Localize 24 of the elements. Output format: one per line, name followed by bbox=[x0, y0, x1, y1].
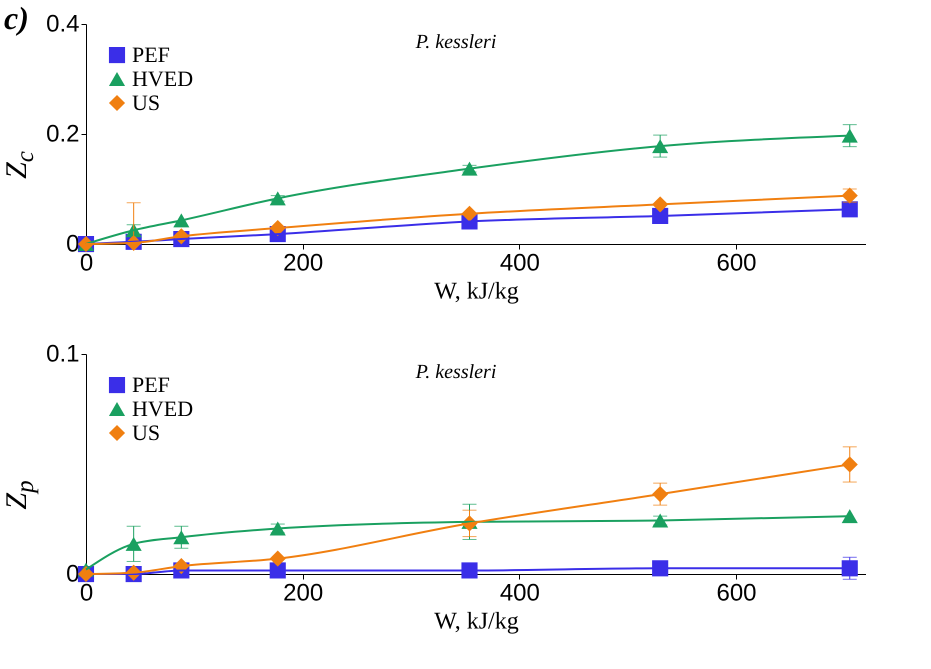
y-tick-label: 0 bbox=[66, 560, 80, 587]
x-tick-label: 600 bbox=[716, 579, 757, 606]
legend-label: PEF bbox=[132, 372, 170, 396]
x-tick-label: 400 bbox=[500, 579, 540, 606]
y-tick-label: 0.4 bbox=[46, 10, 80, 37]
legend-label: PEF bbox=[132, 42, 170, 66]
point bbox=[842, 508, 858, 523]
x-tick-label: 200 bbox=[283, 249, 324, 276]
legend-label: HVED bbox=[132, 66, 194, 90]
y-tick-label: 0 bbox=[66, 230, 80, 257]
annotation: P. kessleri bbox=[414, 30, 496, 52]
x-axis-title: W, kJ/kg bbox=[434, 278, 519, 304]
legend-label: US bbox=[132, 420, 160, 444]
text: c) bbox=[4, 0, 29, 37]
annotation: P. kessleri bbox=[414, 360, 496, 382]
legend-label: US bbox=[132, 90, 160, 114]
x-tick-label: 600 bbox=[716, 249, 757, 276]
legend-label: HVED bbox=[132, 396, 194, 420]
x-tick-label: 200 bbox=[283, 579, 324, 606]
point bbox=[842, 560, 858, 576]
x-tick-label: 400 bbox=[500, 249, 540, 276]
y-tick-label: 0.1 bbox=[46, 340, 80, 367]
x-axis-title: W, kJ/kg bbox=[434, 608, 519, 634]
y-tick-label: 0.2 bbox=[46, 120, 80, 147]
